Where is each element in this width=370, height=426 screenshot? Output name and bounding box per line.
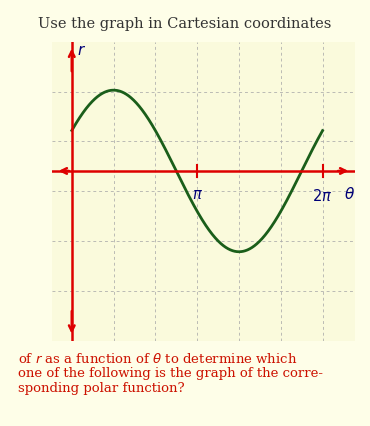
Text: of $r$ as a function of $\theta$ to determine which: of $r$ as a function of $\theta$ to dete…	[18, 351, 298, 366]
Text: Use the graph in Cartesian coordinates: Use the graph in Cartesian coordinates	[38, 17, 332, 31]
Text: $\pi$: $\pi$	[192, 188, 203, 201]
Text: $r$: $r$	[77, 44, 86, 58]
Text: sponding polar function?: sponding polar function?	[18, 381, 185, 394]
Text: $2\pi$: $2\pi$	[312, 188, 333, 204]
Text: $\theta$: $\theta$	[344, 185, 355, 201]
Text: one of the following is the graph of the corre-: one of the following is the graph of the…	[18, 366, 323, 379]
